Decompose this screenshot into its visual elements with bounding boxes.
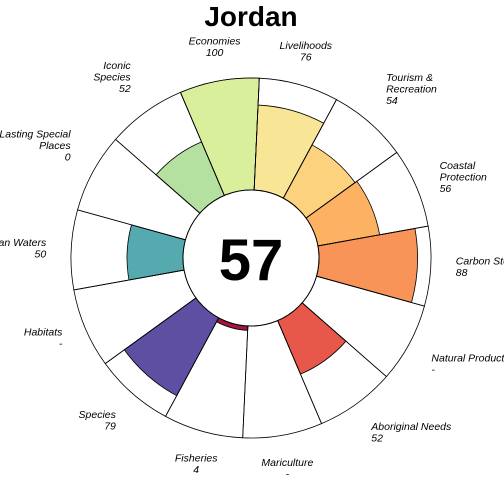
petal-name-habitats: Habitats <box>24 327 63 339</box>
petal-label-mariculture: Mariculture- <box>261 457 313 481</box>
petal-species <box>123 297 220 397</box>
petal-score-coastal-protection: 56 <box>440 183 452 195</box>
center-score: 57 <box>219 228 284 293</box>
petal-name-livelihoods: Livelihoods <box>280 40 333 52</box>
petal-name-carbon-storage: Carbon Storage <box>456 256 504 268</box>
petal-name-coastal-protection: Coastal <box>440 160 476 172</box>
petal-score-habitats: - <box>59 338 63 350</box>
petal-name-clean-waters: Clean Waters <box>0 237 47 249</box>
petal-labels: Natural Products-Aboriginal Needs52Maric… <box>0 36 504 481</box>
petal-score-mariculture: - <box>286 468 290 480</box>
petal-score-fisheries: 4 <box>193 464 199 476</box>
petal-label-carbon-storage: Carbon Storage88 <box>456 256 504 280</box>
petal-score-livelihoods: 76 <box>300 52 312 64</box>
chart-title: Jordan <box>204 1 297 32</box>
petal-label-habitats: Habitats- <box>24 327 63 351</box>
petal-score-aboriginal-needs: 52 <box>371 433 383 445</box>
petal-name-coastal-protection: Protection <box>440 172 487 184</box>
petal-name-lasting-special-places: Lasting Special <box>0 129 71 141</box>
petal-name-mariculture: Mariculture <box>261 457 313 469</box>
petal-name-lasting-special-places: Places <box>39 140 71 152</box>
petal-name-natural-products: Natural Products <box>431 352 504 364</box>
petal-label-natural-products: Natural Products- <box>431 352 504 376</box>
petal-score-iconic-species: 52 <box>119 83 131 95</box>
petal-score-species: 79 <box>104 421 116 433</box>
petal-name-tourism-recreation: Recreation <box>386 83 437 95</box>
petal-score-tourism-recreation: 54 <box>386 95 398 107</box>
petal-score-clean-waters: 50 <box>35 248 47 260</box>
petal-name-species: Species <box>79 409 117 421</box>
petal-name-economies: Economies <box>189 36 242 48</box>
petal-score-economies: 100 <box>206 47 224 59</box>
petal-score-lasting-special-places: 0 <box>65 152 71 164</box>
petal-score-natural-products: - <box>431 364 435 376</box>
petal-score-carbon-storage: 88 <box>456 267 468 279</box>
petal-name-tourism-recreation: Tourism & <box>386 72 433 84</box>
petal-name-iconic-species: Iconic <box>103 60 131 72</box>
center-circle <box>182 189 320 327</box>
petal-name-iconic-species: Species <box>93 72 131 84</box>
petal-name-aboriginal-needs: Aboriginal Needs <box>370 421 452 433</box>
petals <box>123 77 418 397</box>
petal-name-fisheries: Fisheries <box>175 453 218 465</box>
